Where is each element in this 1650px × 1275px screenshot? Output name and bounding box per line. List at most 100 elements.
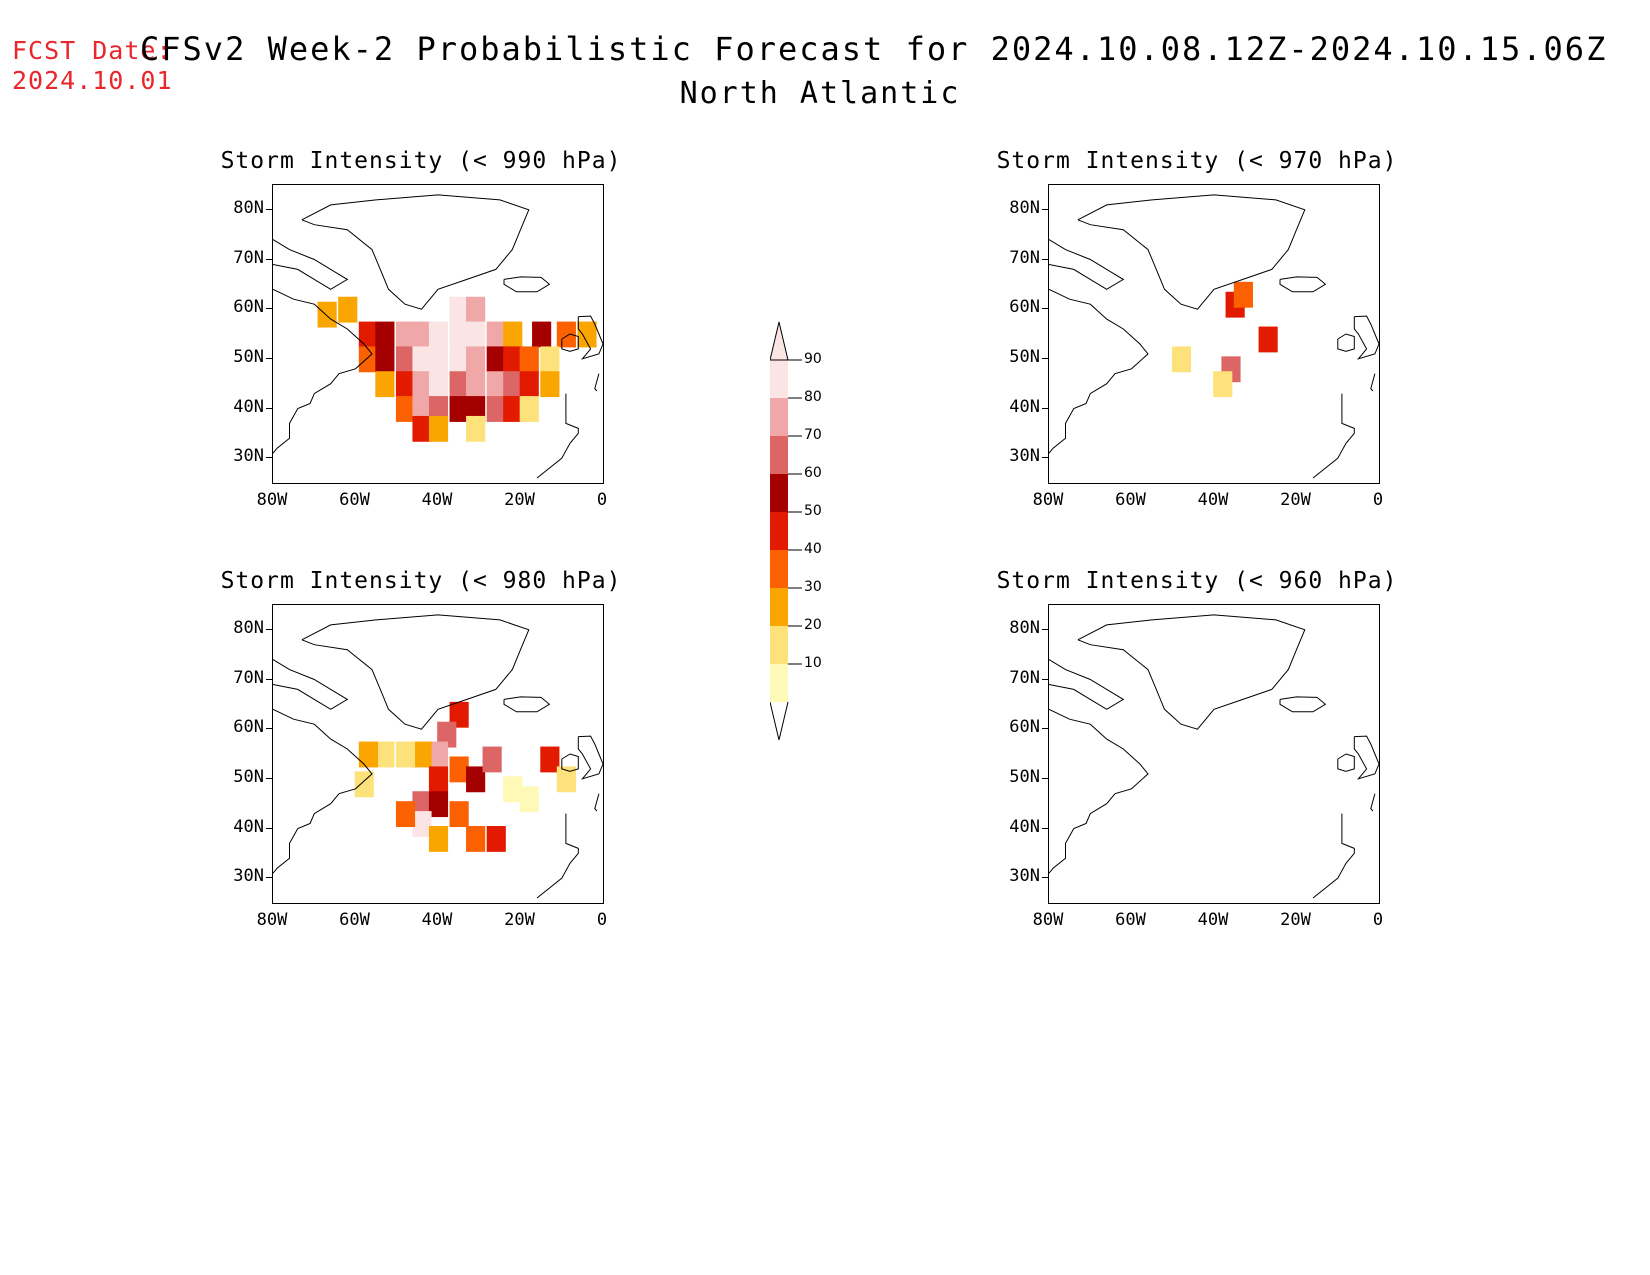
probability-cell: [412, 791, 432, 818]
coastline: [273, 288, 373, 454]
probability-cell: [428, 766, 449, 793]
lat-tick-label: 60N: [233, 297, 264, 318]
map-svg: [273, 614, 603, 899]
coastline: [1312, 813, 1355, 899]
probability-cell: [395, 371, 416, 398]
colorbar-swatch: [770, 436, 788, 474]
probability-cell: [358, 321, 378, 348]
probability-cell: [449, 801, 469, 828]
coastline: [594, 373, 600, 392]
colorbar-label: 10: [804, 655, 822, 671]
probability-cell: [449, 296, 469, 323]
lat-tick: [266, 678, 272, 680]
probability-cell: [556, 766, 576, 793]
coastline: [301, 194, 530, 310]
lat-tick: [1042, 258, 1048, 260]
lat-tick: [1042, 728, 1048, 730]
coastline: [1077, 614, 1306, 730]
lat-tick: [266, 357, 272, 359]
probability-cell: [395, 346, 416, 373]
lat-tick: [1042, 308, 1048, 310]
probability-cell: [428, 741, 449, 768]
lat-tick: [266, 728, 272, 730]
probability-cell: [519, 371, 539, 398]
lat-tick: [1042, 678, 1048, 680]
lon-tick-label: 80W: [256, 910, 288, 930]
lat-tick: [1042, 357, 1048, 359]
lon-tick-label: 0: [1372, 490, 1384, 510]
coastline: [1353, 735, 1379, 780]
probability-cell: [486, 346, 506, 373]
panel-title: Storm Intensity (< 980 hPa): [220, 568, 622, 594]
lat-tick-label: 80N: [233, 197, 264, 218]
lat-tick-label: 80N: [233, 617, 264, 638]
probability-cell: [466, 766, 486, 793]
colorbar-label: 30: [804, 579, 822, 595]
lat-tick-label: 50N: [1009, 766, 1040, 787]
probability-cell: [577, 321, 597, 348]
coastline: [1337, 753, 1355, 772]
probability-cell: [395, 396, 416, 422]
lat-tick: [1042, 777, 1048, 779]
coastline: [577, 735, 603, 780]
probability-cell: [1213, 371, 1233, 398]
lon-tick-label: 80W: [256, 490, 288, 510]
lat-tick-label: 80N: [1009, 617, 1040, 638]
coastline: [536, 813, 579, 899]
lat-tick: [1042, 407, 1048, 409]
probability-cell: [375, 346, 395, 373]
colorbar-swatch: [770, 474, 788, 512]
colorbar-swatch: [770, 550, 788, 588]
lat-tick: [1042, 877, 1048, 879]
probability-cell: [437, 721, 457, 748]
probability-cells: [317, 296, 597, 442]
colorbar-label: 80: [804, 389, 822, 405]
coastline: [536, 393, 579, 479]
lon-tick-label: 0: [596, 490, 608, 510]
probability-cell: [503, 321, 523, 348]
coastline: [273, 708, 373, 874]
panel-970: Storm Intensity (< 970 hPa) 80N 70N 60N 50N…: [992, 148, 1412, 538]
panel-990: Storm Intensity (< 990 hPa) 80N 70N 60N 50N…: [216, 148, 636, 538]
map-frame: [272, 184, 604, 484]
probability-cell: [449, 346, 469, 373]
probability-cell: [338, 296, 358, 323]
probability-cell: [428, 415, 449, 442]
page-subtitle: North Atlantic: [679, 76, 961, 111]
lat-tick-label: 70N: [1009, 667, 1040, 688]
probability-cell: [412, 346, 432, 373]
lat-tick: [1042, 628, 1048, 630]
map-frame: [1048, 604, 1380, 904]
lon-tick-label: 40W: [421, 490, 453, 510]
forecast-date-block: FCST Date: 2024.10.01: [12, 36, 173, 96]
lat-tick-label: 50N: [233, 346, 264, 367]
colorbar-swatch: [770, 512, 788, 550]
coastline: [301, 614, 530, 730]
map-frame: [272, 604, 604, 904]
coastline: [503, 696, 551, 713]
coastline: [273, 659, 349, 710]
lat-tick: [1042, 457, 1048, 459]
probability-cell: [358, 741, 378, 768]
coastline: [503, 276, 551, 293]
colorbar-swatch: [770, 360, 788, 398]
colorbar: 10 20 30 40 50 60 70 80 90: [769, 320, 860, 741]
panel-980: Storm Intensity (< 980 hPa) 80N 70N 60N 50N…: [216, 568, 636, 958]
probability-cell: [466, 371, 486, 398]
colorbar-label: 50: [804, 503, 822, 519]
lat-tick-label: 30N: [233, 866, 264, 887]
coastline: [1353, 315, 1379, 360]
lon-tick-label: 80W: [1032, 490, 1064, 510]
coastline: [1077, 194, 1306, 310]
coastline: [594, 793, 600, 812]
probability-cell: [395, 321, 416, 348]
lat-tick: [266, 777, 272, 779]
panel-title: Storm Intensity (< 970 hPa): [996, 148, 1398, 174]
probability-cell: [428, 346, 449, 373]
lon-tick-label: 0: [596, 910, 608, 930]
lon-tick-label: 60W: [339, 910, 370, 930]
probability-cell: [503, 776, 523, 803]
lat-tick-label: 40N: [233, 396, 264, 417]
lon-tick-label: 40W: [1197, 910, 1229, 930]
forecast-date-value: 2024.10.01: [12, 66, 173, 95]
